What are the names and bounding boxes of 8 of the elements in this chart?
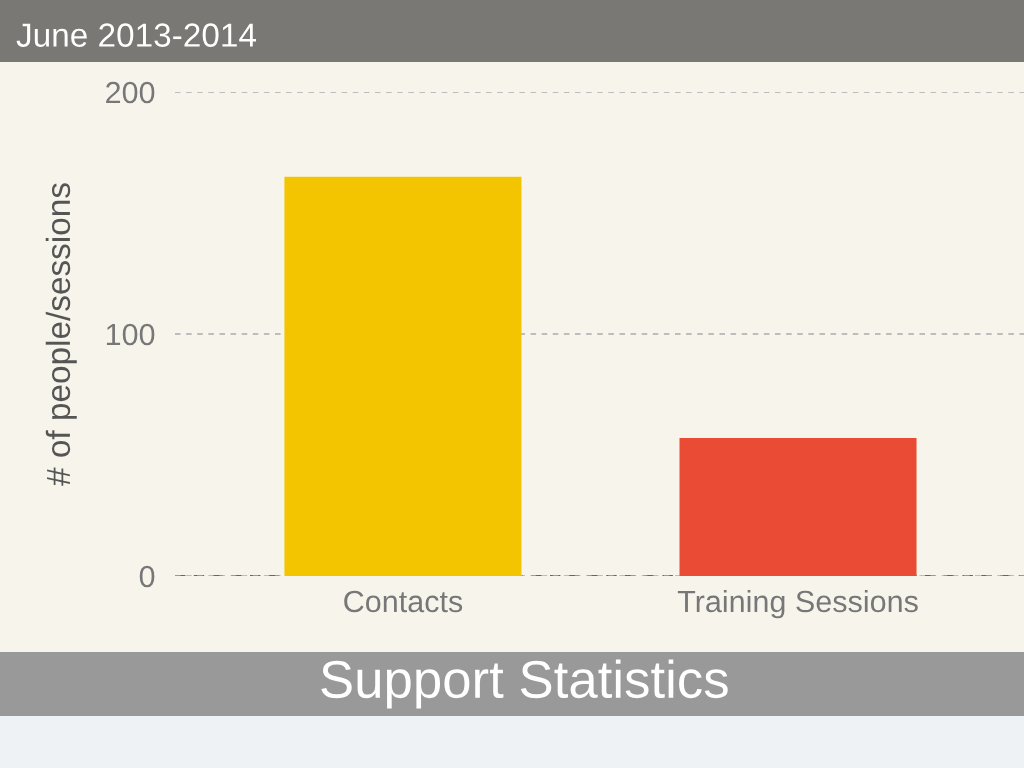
chart-subtitle: June 2013-2014 [16, 23, 256, 47]
y-tick-label: 100 [106, 323, 155, 346]
x-tick-label: Training Sessions [677, 589, 918, 619]
y-axis-title: # of people/sessions [45, 183, 77, 486]
y-tick-label: 200 [106, 81, 155, 104]
x-tick-label: Contacts [344, 590, 463, 613]
y-tick-label: 0 [139, 565, 155, 588]
text: Support Statistics [321, 659, 728, 709]
